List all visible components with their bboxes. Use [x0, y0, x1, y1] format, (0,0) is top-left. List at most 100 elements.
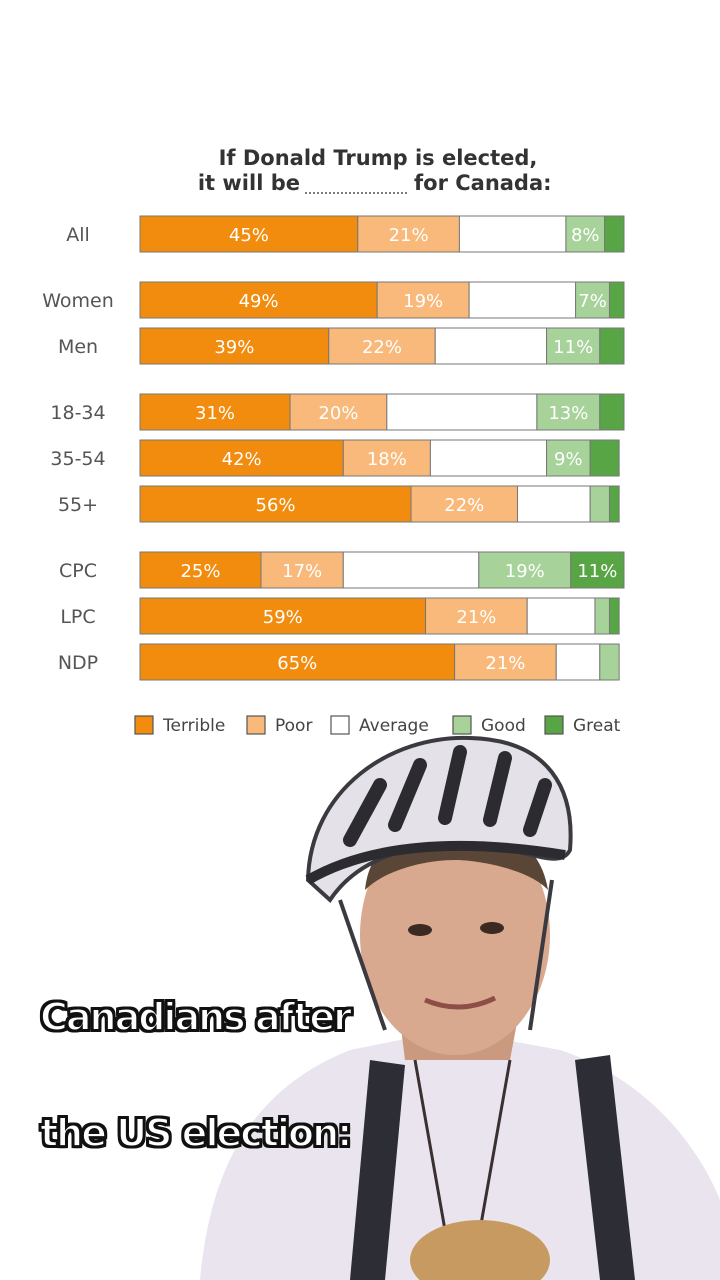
bar-segment-terrible: [139, 281, 378, 319]
category-label: CPC: [59, 560, 97, 582]
bar-segment-good: [546, 439, 591, 477]
lanyard-shape: [413, 1059, 512, 1231]
bar-segment-poor: [454, 643, 557, 681]
data-label: 15%: [534, 495, 574, 516]
bar-segment-great: [604, 215, 625, 253]
mouth-shape: [424, 995, 497, 1010]
bar-segment-terrible: [139, 551, 262, 589]
legend-swatch-poor: [246, 715, 266, 735]
legend-swatch-terrible: [134, 715, 154, 735]
data-label: 8%: [571, 225, 600, 246]
bars-group: All 45% 21% 22% 8% Women 49% 19% 22% 7% Men 39% 22% 2…: [42, 215, 625, 681]
bar-row-women: Women 49% 19% 22% 7%: [42, 281, 625, 319]
left-eye-shape: [408, 924, 432, 936]
stacked-bar-chart: If Donald Trump is elected, it will be f…: [42, 146, 625, 736]
dog-head-shape: [410, 1220, 550, 1280]
category-label: 55+: [58, 494, 98, 516]
bar-segment-poor: [328, 327, 436, 365]
data-label: 31%: [442, 403, 482, 424]
data-label: 11%: [577, 561, 617, 582]
legend-label-poor: Poor: [275, 716, 312, 736]
bar-segment-great: [608, 597, 620, 635]
data-label: 7%: [578, 291, 607, 312]
data-label: 19%: [505, 561, 545, 582]
face-shape: [360, 815, 550, 1055]
helmet-strap-left-shape: [338, 899, 387, 1031]
data-label: 22%: [502, 291, 542, 312]
data-label: 19%: [403, 291, 443, 312]
data-label: 9%: [564, 653, 593, 674]
bar-segment-poor: [376, 281, 470, 319]
data-label: 13%: [548, 403, 588, 424]
bar-segment-terrible: [139, 215, 359, 253]
data-label: 42%: [222, 449, 262, 470]
bar-segment-terrible: [139, 485, 412, 523]
bar-segment-poor: [425, 597, 528, 635]
legend-swatch-great: [544, 715, 564, 735]
bar-row-18-34: 18-34 31% 20% 31% 13%: [50, 393, 625, 431]
category-label: LPC: [60, 606, 95, 628]
bar-row-55-: 55+ 56% 22% 15%: [58, 485, 620, 523]
helmet-strap-right-shape: [528, 879, 554, 1031]
legend-label-great: Great: [573, 716, 621, 736]
bar-row-ndp: NDP 65% 21% 9%: [58, 643, 620, 681]
bar-segment-average: [458, 215, 567, 253]
bar-segment-average: [517, 485, 591, 523]
chart-title-line2-suffix: for Canada:: [414, 171, 552, 195]
right-strap-shape: [575, 1055, 635, 1280]
bar-segment-poor: [410, 485, 519, 523]
category-label: Women: [42, 290, 114, 312]
bar-segment-great: [570, 551, 625, 589]
bar-segment-poor: [357, 215, 460, 253]
bar-segment-great: [608, 281, 625, 319]
bar-segment-good: [546, 327, 601, 365]
meme-caption: Canadians after the US election:: [39, 930, 400, 1220]
right-eye-shape: [480, 922, 504, 934]
bar-segment-great: [599, 393, 625, 431]
bar-row-men: Men 39% 22% 23% 11%: [58, 327, 625, 365]
bar-segment-good: [478, 551, 572, 589]
bar-segment-poor: [260, 551, 344, 589]
data-label: 65%: [277, 653, 317, 674]
bar-segment-good: [575, 281, 610, 319]
bar-segment-average: [468, 281, 577, 319]
category-label: Men: [58, 336, 98, 358]
data-label: 28%: [391, 561, 431, 582]
bar-segment-average: [526, 597, 596, 635]
data-label: 22%: [444, 495, 484, 516]
data-label: 21%: [456, 607, 496, 628]
bar-row-35-54: 35-54 42% 18% 24% 9%: [50, 439, 620, 477]
bar-segment-terrible: [139, 439, 344, 477]
legend-label-good: Good: [481, 716, 526, 736]
data-label: 39%: [214, 337, 254, 358]
person-with-bike-helmet-image: [200, 735, 720, 1280]
category-label: 35-54: [50, 448, 105, 470]
bar-segment-good: [589, 485, 610, 523]
bar-segment-great: [589, 439, 620, 477]
data-label: 14%: [541, 607, 581, 628]
bar-segment-average: [429, 439, 548, 477]
data-label: 25%: [180, 561, 220, 582]
legend: Terrible Poor Average Good Great: [134, 715, 621, 736]
bar-segment-great: [599, 327, 625, 365]
bar-row-cpc: CPC 25% 17% 28% 19% 11%: [59, 551, 625, 589]
bar-segment-good: [565, 215, 606, 253]
data-label: 24%: [468, 449, 508, 470]
data-label: 18%: [367, 449, 407, 470]
legend-label-terrible: Terrible: [162, 716, 225, 736]
data-label: 45%: [229, 225, 269, 246]
legend-swatch-good: [452, 715, 472, 735]
data-label: 23%: [471, 337, 511, 358]
bar-segment-great: [608, 485, 620, 523]
data-label: 49%: [239, 291, 279, 312]
chart-title-line2-prefix: it will be: [198, 171, 300, 195]
helmet-rim-shape: [305, 840, 566, 885]
category-label: 18-34: [50, 402, 105, 424]
category-label: All: [66, 224, 90, 246]
data-label: 56%: [256, 495, 296, 516]
bar-segment-good: [594, 597, 610, 635]
data-label: 59%: [263, 607, 303, 628]
bar-segment-poor: [342, 439, 431, 477]
bar-segment-good: [536, 393, 601, 431]
bar-segment-average: [342, 551, 480, 589]
